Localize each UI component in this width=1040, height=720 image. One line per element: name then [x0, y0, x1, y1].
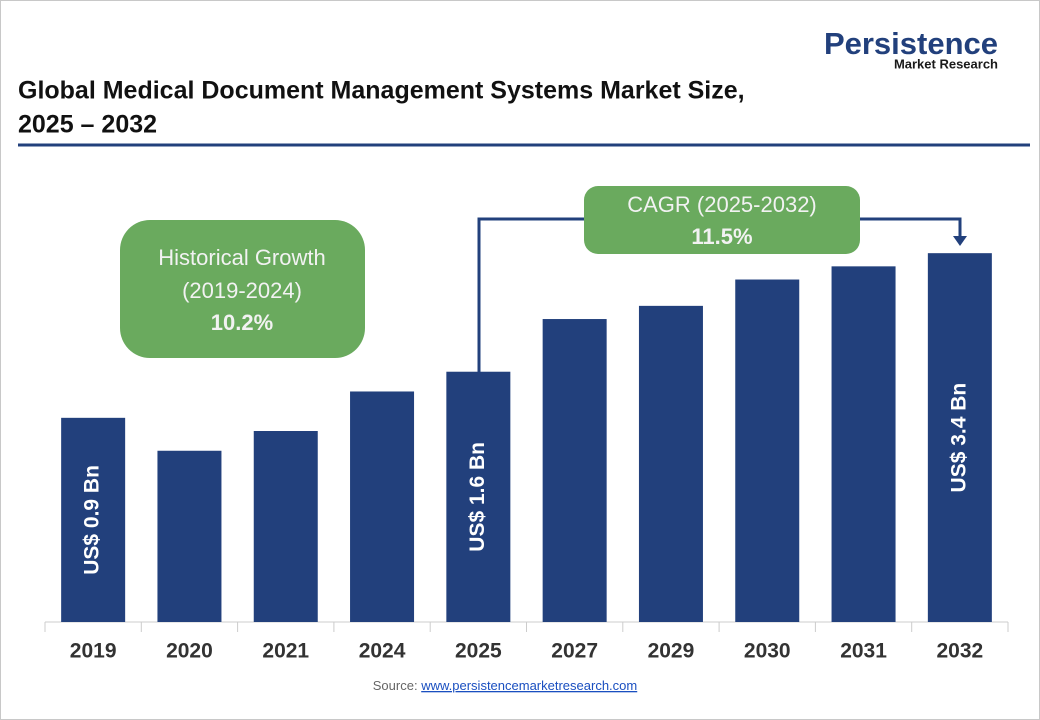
annotation-box	[120, 220, 365, 358]
annotation: CAGR (2025-2032)	[627, 192, 817, 217]
bar	[446, 371, 511, 622]
bar	[350, 391, 415, 622]
annotation: 11.5%	[691, 224, 752, 249]
x-tick-label: 2032	[936, 640, 983, 663]
x-tick-label: 2027	[551, 640, 598, 663]
connector	[860, 217, 962, 240]
annotation-box	[584, 186, 860, 254]
annotation: 10.2%	[211, 310, 273, 335]
chart-title: 2025 – 2032	[18, 111, 157, 139]
bar	[157, 450, 222, 622]
source: Source: www.persistencemarketresearch.co…	[373, 678, 637, 693]
x-tick-label: 2030	[744, 640, 791, 663]
annotation: Historical Growth	[158, 245, 325, 270]
x-tick-label: 2021	[262, 640, 309, 663]
x-tick-label: 2020	[166, 640, 213, 663]
logo-tagline: Market Research	[894, 56, 998, 71]
bar	[735, 279, 800, 622]
connector	[477, 217, 584, 374]
annotation: (2019-2024)	[182, 278, 302, 303]
bar	[638, 305, 703, 622]
logo-name: Persistence	[824, 26, 998, 61]
source-label: Source:	[373, 678, 418, 693]
value-label: US$ 0.9 Bn	[81, 465, 104, 575]
arrowhead	[953, 236, 967, 246]
bar	[253, 431, 318, 622]
bar	[927, 253, 992, 622]
x-tick-label: 2024	[359, 640, 406, 663]
bar	[542, 319, 607, 622]
x-tick-label: 2029	[648, 640, 695, 663]
value-label: US$ 3.4 Bn	[947, 383, 970, 493]
bar	[831, 266, 896, 622]
bar	[61, 417, 126, 622]
x-tick-label: 2031	[840, 640, 887, 663]
source-link[interactable]: www.persistencemarketresearch.com	[420, 678, 637, 693]
x-tick-label: 2025	[455, 640, 502, 663]
chart-title: Global Medical Document Management Syste…	[18, 77, 745, 105]
x-tick-label: 2019	[70, 640, 117, 663]
value-label: US$ 1.6 Bn	[466, 442, 489, 552]
